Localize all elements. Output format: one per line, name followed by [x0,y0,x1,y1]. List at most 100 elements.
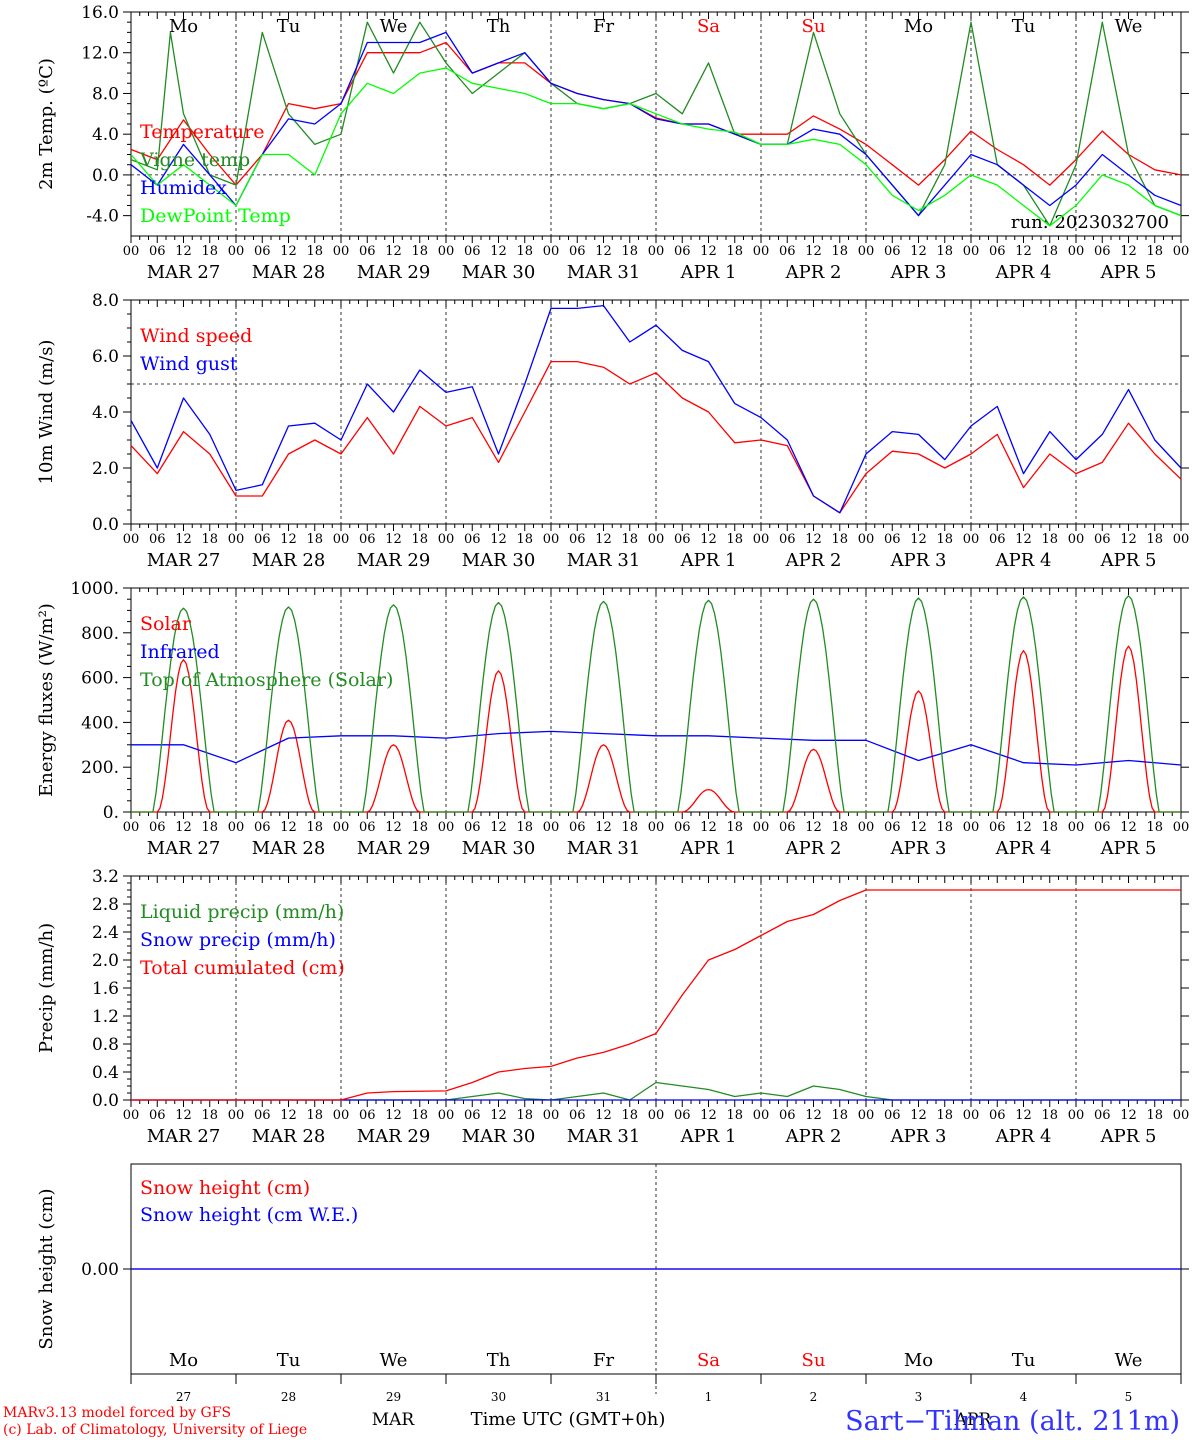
hour-tick-label: 18 [201,820,218,835]
day-of-week-label: We [380,1350,408,1371]
series-humidex [130,31,1182,217]
hour-tick-label: 06 [149,532,166,547]
legend-entry: Solar [140,613,192,635]
hour-tick-label: 18 [1146,820,1163,835]
hour-tick-label: 00 [963,532,980,547]
hour-tick-label: 18 [516,244,533,259]
hour-tick-label: 06 [359,820,376,835]
hour-tick-label: 18 [516,532,533,547]
day-of-week-label: Mo [904,16,933,37]
hour-tick-label: 12 [1120,820,1137,835]
date-label: APR 2 [785,838,842,859]
month-label-mar: MAR [372,1410,416,1430]
day-of-week-label: Mo [904,1350,933,1371]
hour-tick-label: 06 [569,820,586,835]
hour-tick-label: 12 [490,244,507,259]
hour-tick-label: 00 [228,820,245,835]
hour-tick-label: 00 [333,244,350,259]
day-number-label: 31 [596,1390,611,1404]
hour-tick-label: 12 [1015,1108,1032,1123]
day-number-label: 5 [1125,1390,1133,1404]
legend-entry: Wind speed [140,325,252,347]
day-of-week-label: Mo [169,16,198,37]
day-of-week-label: Tu [277,1350,301,1371]
hour-tick-label: 18 [621,1108,638,1123]
hour-tick-label: 00 [648,1108,665,1123]
hour-tick-label: 12 [175,1108,192,1123]
day-of-week-label: Tu [277,16,301,37]
hour-tick-label: 00 [858,820,875,835]
hour-tick-label: 18 [936,1108,953,1123]
lab-credit: (c) Lab. of Climatology, University of L… [3,1422,307,1438]
y-tick-label: 4.0 [92,125,119,145]
hour-tick-label: 12 [910,1108,927,1123]
hour-tick-label: 18 [1041,1108,1058,1123]
date-label: MAR 27 [147,1126,221,1147]
hour-tick-label: 06 [989,820,1006,835]
plot-frame [130,587,1182,813]
panels-layer: 00 06 12 18 00 06 12 18 00 06 12 18 00 06 12 18 00 06 12 18… [36,3,1189,1404]
day-of-week-label: Tu [1012,1350,1036,1371]
legend-entry: DewPoint Temp [140,205,291,227]
hour-tick-label: 12 [1015,820,1032,835]
hour-tick-label: 12 [490,1108,507,1123]
date-label: APR 5 [1100,550,1157,571]
day-number-label: 4 [1020,1390,1028,1404]
hour-tick-label: 00 [123,532,140,547]
y-tick-label: 1.6 [92,979,119,999]
day-number-label: 27 [176,1390,191,1404]
legend-entry: Total cumulated (cm) [140,957,345,979]
date-label: MAR 31 [567,838,641,859]
hour-tick-label: 12 [595,532,612,547]
panel-2: 00 06 12 18 00 06 12 18 00 06 12 18 00 06 12 18 00 06 12 18… [36,291,1189,571]
hour-tick-label: 06 [884,244,901,259]
hour-tick-label: 06 [149,244,166,259]
plot-frame [130,11,1182,237]
hour-tick-label: 06 [254,532,271,547]
date-label: MAR 30 [462,550,536,571]
date-label: APR 1 [680,262,737,283]
hour-tick-label: 06 [1094,244,1111,259]
time-axis-label: Time UTC (GMT+0h) [471,1409,666,1430]
date-label: APR 3 [890,1126,947,1147]
date-label: MAR 29 [357,262,431,283]
y-tick-label: 2.4 [92,923,119,943]
hour-tick-label: 00 [1068,244,1085,259]
panel-5: Mo 27 Tu 28 We 29 Th 30 Fr 31 Sa 1 Su 2 Mo 3 Tu 4 We 5 0.00 S… [36,1163,1189,1404]
legend-entry: Temperature [140,121,264,143]
hour-tick-label: 00 [1173,532,1190,547]
series-wind-gust [130,304,1182,514]
date-label: APR 1 [680,1126,737,1147]
hour-tick-label: 18 [726,1108,743,1123]
hour-tick-label: 00 [963,820,980,835]
date-label: MAR 31 [567,1126,641,1147]
hour-tick-label: 06 [674,244,691,259]
y-tick-label: 200. [81,758,119,778]
y-tick-label: 2.8 [92,895,119,915]
hour-tick-label: 18 [726,820,743,835]
hour-tick-label: 18 [306,532,323,547]
panel-3: 00 06 12 18 00 06 12 18 00 06 12 18 00 06 12 18 00 06 12 18… [36,579,1189,859]
hour-tick-label: 12 [700,532,717,547]
legend-entry: Infrared [140,641,220,663]
hour-tick-label: 06 [359,532,376,547]
hour-tick-label: 18 [1041,532,1058,547]
hour-tick-label: 12 [490,532,507,547]
hour-tick-label: 18 [1041,244,1058,259]
hour-tick-label: 18 [1146,532,1163,547]
hour-tick-label: 06 [359,244,376,259]
day-number-label: 29 [386,1390,401,1404]
hour-tick-label: 12 [595,244,612,259]
y-tick-label: 600. [81,669,119,689]
hour-tick-label: 18 [306,244,323,259]
hour-tick-label: 06 [1094,532,1111,547]
hour-tick-label: 06 [989,532,1006,547]
date-label: APR 1 [680,838,737,859]
day-of-week-label: Th [487,16,511,37]
date-label: MAR 28 [252,1126,326,1147]
legend-entry: Snow precip (mm/h) [140,929,336,951]
hour-tick-label: 00 [1068,820,1085,835]
hour-tick-label: 18 [516,1108,533,1123]
day-of-week-label: Sa [697,16,720,37]
y-tick-label: 8.0 [92,84,119,104]
